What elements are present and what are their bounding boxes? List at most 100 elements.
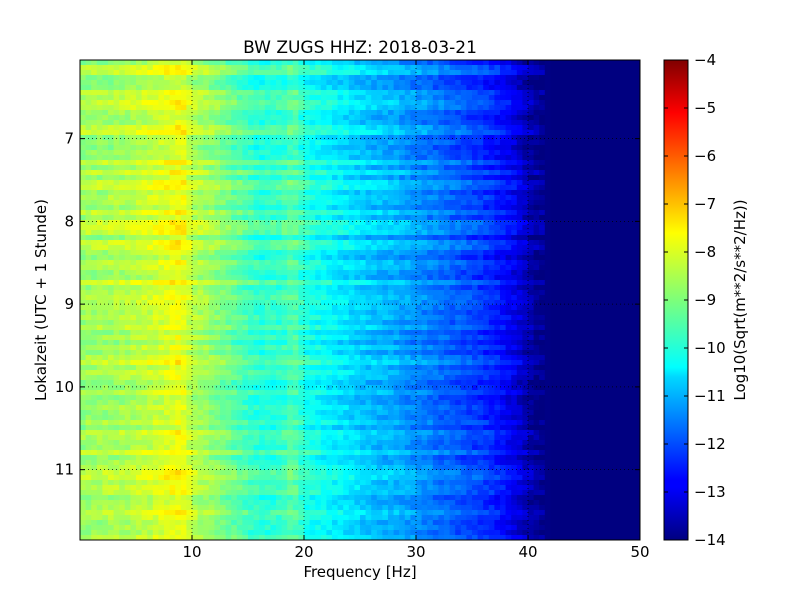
heatmap-cell [253, 85, 260, 91]
heatmap-cell [360, 235, 367, 241]
heatmap-cell [483, 75, 490, 81]
heatmap-cell [158, 165, 165, 171]
heatmap-cell [544, 245, 551, 251]
heatmap-cell [197, 65, 204, 71]
heatmap-cell [281, 145, 288, 151]
heatmap-cell [96, 170, 103, 176]
heatmap-cell [147, 255, 154, 261]
heatmap-cell [348, 215, 355, 221]
heatmap-cell [466, 285, 473, 291]
heatmap-cell [225, 275, 232, 281]
heatmap-cell [427, 135, 434, 141]
heatmap-cell [376, 80, 383, 86]
heatmap-cell [365, 155, 372, 161]
heatmap-cell [410, 225, 417, 231]
heatmap-cell [298, 115, 305, 121]
heatmap-cell [617, 140, 624, 146]
heatmap-cell [393, 305, 400, 311]
heatmap-cell [404, 245, 411, 251]
heatmap-cell [332, 305, 339, 311]
heatmap-cell [550, 160, 557, 166]
heatmap-cell [326, 130, 333, 136]
heatmap-cell [505, 75, 512, 81]
heatmap-cell [449, 115, 456, 121]
heatmap-cell [225, 300, 232, 306]
heatmap-cell [309, 105, 316, 111]
heatmap-cell [511, 260, 518, 266]
heatmap-cell [544, 220, 551, 226]
heatmap-cell [371, 210, 378, 216]
heatmap-cell [304, 220, 311, 226]
heatmap-cell [600, 110, 607, 116]
heatmap-cell [584, 200, 591, 206]
heatmap-cell [242, 125, 249, 131]
heatmap-cell [438, 295, 445, 301]
heatmap-cell [371, 135, 378, 141]
heatmap-cell [192, 85, 199, 91]
heatmap-cell [298, 240, 305, 246]
heatmap-cell [494, 180, 501, 186]
heatmap-cell [572, 165, 579, 171]
heatmap-cell [376, 220, 383, 226]
heatmap-cell [320, 60, 327, 66]
heatmap-cell [231, 160, 238, 166]
heatmap-cell [326, 220, 333, 226]
heatmap-cell [208, 285, 215, 291]
heatmap-cell [589, 120, 596, 126]
heatmap-cell [360, 285, 367, 291]
heatmap-cell [343, 115, 350, 121]
heatmap-cell [214, 125, 221, 131]
heatmap-cell [578, 195, 585, 201]
heatmap-cell [410, 155, 417, 161]
heatmap-cell [516, 115, 523, 121]
heatmap-cell [427, 140, 434, 146]
heatmap-cell [432, 135, 439, 141]
heatmap-cell [326, 140, 333, 146]
heatmap-cell [141, 240, 148, 246]
heatmap-cell [175, 125, 182, 131]
heatmap-cell [253, 190, 260, 196]
heatmap-cell [612, 285, 619, 291]
heatmap-cell [404, 295, 411, 301]
heatmap-cell [449, 180, 456, 186]
heatmap-cell [332, 65, 339, 71]
heatmap-cell [231, 280, 238, 286]
heatmap-cell [595, 270, 602, 276]
heatmap-cell [528, 280, 535, 286]
heatmap-cell [253, 95, 260, 101]
heatmap-cell [264, 260, 271, 266]
heatmap-cell [231, 70, 238, 76]
heatmap-cell [466, 100, 473, 106]
heatmap-cell [186, 110, 193, 116]
heatmap-cell [528, 175, 535, 181]
heatmap-cell [108, 110, 115, 116]
heatmap-cell [567, 170, 574, 176]
heatmap-cell [119, 275, 126, 281]
heatmap-cell [500, 265, 507, 271]
heatmap-cell [192, 270, 199, 276]
heatmap-cell [231, 275, 238, 281]
heatmap-cell [169, 160, 176, 166]
heatmap-cell [220, 155, 227, 161]
heatmap-cell [404, 110, 411, 116]
heatmap-cell [180, 265, 187, 271]
heatmap-cell [337, 205, 344, 211]
heatmap-cell [404, 100, 411, 106]
heatmap-cell [388, 290, 395, 296]
heatmap-cell [130, 85, 137, 91]
heatmap-cell [556, 305, 563, 311]
heatmap-cell [455, 155, 462, 161]
heatmap-cell [248, 155, 255, 161]
heatmap-cell [119, 285, 126, 291]
heatmap-cell [460, 255, 467, 261]
heatmap-cell [393, 65, 400, 71]
heatmap-cell [309, 135, 316, 141]
heatmap-cell [595, 100, 602, 106]
heatmap-cell [124, 195, 131, 201]
heatmap-cell [343, 200, 350, 206]
heatmap-cell [600, 90, 607, 96]
heatmap-cell [281, 210, 288, 216]
heatmap-cell [455, 175, 462, 181]
heatmap-cell [404, 90, 411, 96]
heatmap-cell [399, 205, 406, 211]
